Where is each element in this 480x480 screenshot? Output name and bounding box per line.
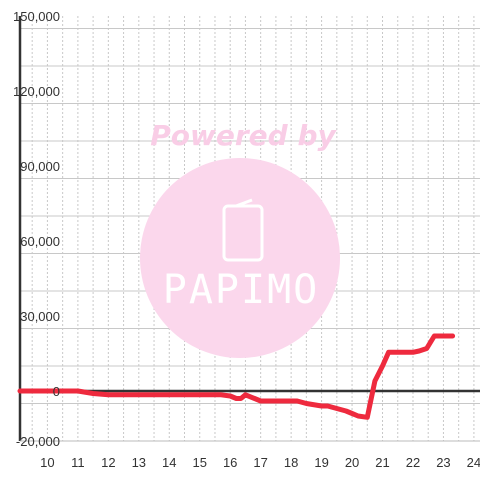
y-tick-label: -20,000	[16, 434, 60, 449]
watermark: Powered by PAPIMO	[140, 119, 340, 358]
y-tick-labels: 150,000 120,000 90,000 60,000 30,000 0 -20,000	[13, 9, 60, 449]
x-tick-label: 16	[223, 455, 237, 470]
y-tick-label: 120,000	[13, 84, 60, 99]
x-tick-label: 24	[467, 455, 480, 470]
x-tick-label: 11	[71, 455, 85, 470]
y-tick-label: 60,000	[20, 234, 60, 249]
y-tick-label: 0	[53, 384, 60, 399]
grid	[20, 16, 480, 442]
x-tick-label: 15	[193, 455, 207, 470]
x-tick-label: 17	[253, 455, 267, 470]
x-tick-label: 20	[345, 455, 359, 470]
x-tick-label: 10	[40, 455, 54, 470]
x-tick-labels: 10 11 12 13 14 15 16 17 18 19 20 21 22 23 24	[40, 455, 480, 470]
x-tick-label: 14	[162, 455, 176, 470]
phone-icon	[222, 198, 264, 262]
watermark-text: Powered by	[150, 119, 337, 152]
series-line-0	[17, 333, 456, 420]
watermark-logo: PAPIMO	[163, 267, 320, 313]
y-tick-label: 30,000	[20, 309, 60, 324]
x-tick-label: 21	[375, 455, 389, 470]
axes	[18, 16, 480, 442]
x-tick-label: 13	[132, 455, 146, 470]
x-tick-label: 22	[406, 455, 420, 470]
y-tick-label: 150,000	[13, 9, 60, 24]
x-tick-label: 12	[101, 455, 115, 470]
watermark-circle	[140, 158, 340, 358]
x-tick-label: 18	[284, 455, 298, 470]
x-tick-label: 23	[436, 455, 450, 470]
x-tick-label: 19	[314, 455, 328, 470]
y-tick-label: 90,000	[20, 159, 60, 174]
series	[17, 333, 456, 420]
